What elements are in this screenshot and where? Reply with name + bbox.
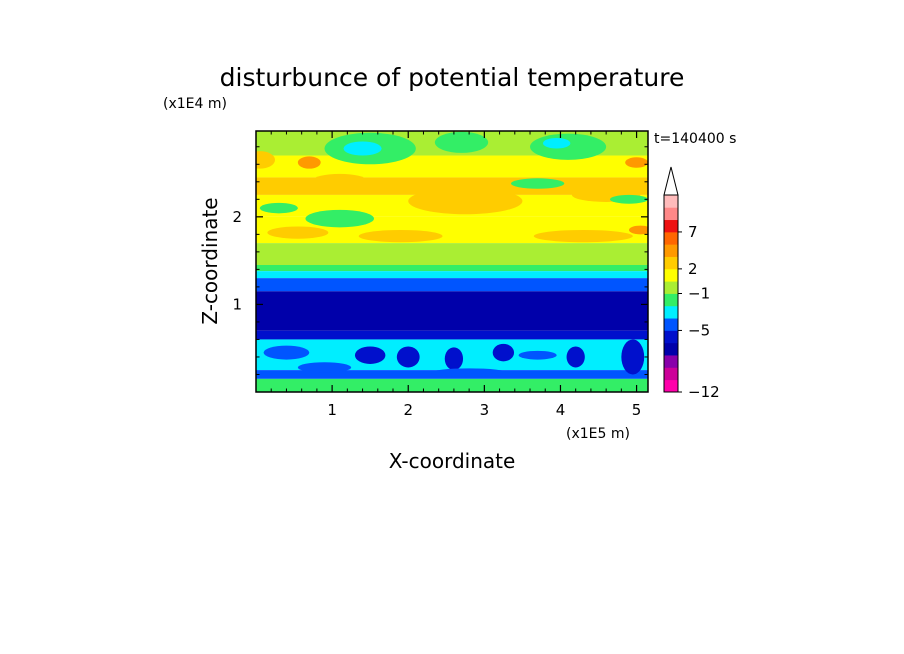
contour-patch-22 xyxy=(444,347,464,371)
plot-frame xyxy=(255,130,649,393)
x-unit-label: (x1E5 m) xyxy=(566,426,630,442)
colorbar-swatch-0 xyxy=(664,379,678,393)
plot-area xyxy=(256,131,648,392)
contour-patch-9 xyxy=(408,187,523,215)
contour-band-8 xyxy=(256,278,648,292)
contour-patch-21 xyxy=(396,346,420,368)
contour-band-13 xyxy=(256,378,648,392)
x-axis-label: X-coordinate xyxy=(389,449,516,473)
x-tick-label-0: 1 xyxy=(327,401,337,419)
contour-band-6 xyxy=(256,265,648,272)
x-tick-label-3: 4 xyxy=(556,401,566,419)
colorbar-label-2: −1 xyxy=(688,285,710,303)
y-axis-label: Z-coordinate xyxy=(198,197,222,324)
contour-patch-20 xyxy=(354,346,386,364)
colorbar-swatch-2 xyxy=(664,355,678,368)
time-label: t=140400 s xyxy=(654,131,736,147)
contour-patch-7 xyxy=(625,157,648,168)
colorbar-swatch-3 xyxy=(664,342,678,356)
y-unit-label: (x1E4 m) xyxy=(163,96,227,112)
contour-patch-16 xyxy=(358,229,443,243)
contour-patch-17 xyxy=(533,229,633,243)
colorbar-label-1: 2 xyxy=(688,260,698,278)
colorbar-swatch-13 xyxy=(664,219,678,233)
contour-patch-15 xyxy=(267,226,329,239)
colorbar-swatch-14 xyxy=(664,207,678,221)
contour-patch-4 xyxy=(434,131,489,153)
colorbar-label-0: 7 xyxy=(688,223,698,241)
y-axis-ticks: 12 xyxy=(232,146,648,375)
contour-patch-8 xyxy=(313,173,367,187)
contour-band-10 xyxy=(256,330,648,340)
contour-patch-27 xyxy=(297,362,352,373)
chart-title: disturbunce of potential temperature xyxy=(220,63,685,92)
contour-patch-1 xyxy=(297,156,321,169)
y-tick-label-0: 1 xyxy=(232,295,242,313)
contour-patch-23 xyxy=(492,343,515,362)
contour-patch-18 xyxy=(628,225,648,235)
colorbar-label-3: −5 xyxy=(688,321,710,339)
contour-patch-25 xyxy=(621,339,645,375)
colorbar-swatch-4 xyxy=(664,330,678,344)
contour-patch-11 xyxy=(259,202,298,214)
contour-patch-14 xyxy=(609,194,648,204)
contour-patch-0 xyxy=(256,151,276,169)
colorbar-swatch-15 xyxy=(664,195,678,208)
contour-band-7 xyxy=(256,271,648,279)
colorbar-swatch-12 xyxy=(664,231,678,245)
x-tick-label-4: 5 xyxy=(632,401,642,419)
contour-patch-5 xyxy=(530,133,607,160)
colorbar-swatch-7 xyxy=(664,293,678,307)
colorbar-swatch-5 xyxy=(664,318,678,331)
contour-patch-6 xyxy=(542,138,571,149)
contour-band-9 xyxy=(256,291,648,331)
colorbar-extend-arrow xyxy=(663,166,679,196)
contour-band-5 xyxy=(256,243,648,266)
x-axis-ticks: 1 2 3 4 5 xyxy=(270,131,642,419)
x-tick-label-2: 3 xyxy=(480,401,490,419)
colorbar-label-4: −12 xyxy=(688,383,720,401)
colorbar-swatch-8 xyxy=(664,281,678,294)
contour-patch-19 xyxy=(263,345,310,360)
contour-patch-3 xyxy=(343,141,382,156)
x-tick-label-1: 2 xyxy=(403,401,413,419)
y-tick-label-1: 2 xyxy=(232,208,242,226)
colorbar-swatch-1 xyxy=(664,367,678,381)
contour-patch-24 xyxy=(566,346,585,368)
contour-patch-12 xyxy=(305,209,374,228)
colorbar-swatch-10 xyxy=(664,256,678,270)
contour-patch-26 xyxy=(518,350,557,360)
colorbar-labels: 7 2 −1 −5 −12 xyxy=(678,223,720,401)
contour-patch-28 xyxy=(431,368,508,378)
contour-features xyxy=(256,131,648,378)
colorbar-swatch-6 xyxy=(664,305,678,319)
colorbar-swatch-9 xyxy=(664,268,678,282)
colorbar xyxy=(663,166,679,393)
colorbar-swatch-11 xyxy=(664,244,678,257)
contour-patch-13 xyxy=(510,178,565,189)
